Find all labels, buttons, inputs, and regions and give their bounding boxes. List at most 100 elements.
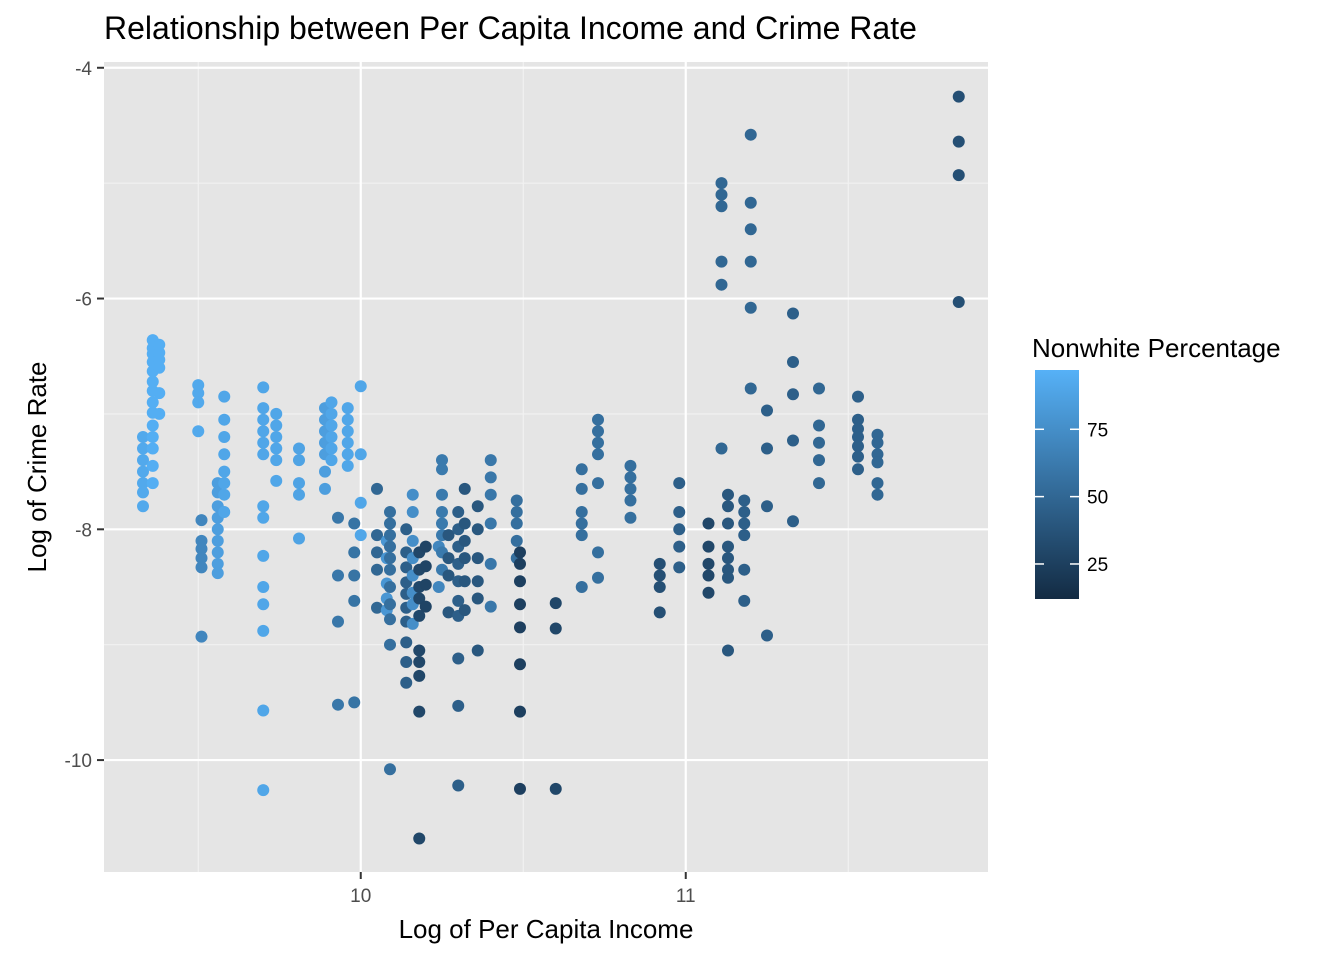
data-point (293, 477, 305, 490)
data-point (257, 500, 270, 513)
data-point (400, 561, 413, 574)
data-point (514, 782, 526, 795)
data-point (813, 419, 825, 432)
data-point (624, 471, 637, 484)
data-point (384, 540, 396, 553)
data-point (484, 471, 497, 484)
data-point (442, 529, 455, 542)
data-point (325, 396, 338, 409)
data-point (624, 459, 637, 472)
data-point (257, 436, 270, 449)
data-point (270, 474, 283, 487)
data-point (146, 477, 159, 490)
data-point (673, 477, 686, 490)
data-point (413, 592, 426, 605)
data-point (458, 575, 471, 588)
data-point (153, 361, 166, 374)
data-point (744, 255, 757, 268)
data-point (471, 575, 484, 588)
data-point (153, 387, 166, 400)
data-point (137, 486, 149, 499)
data-point (195, 514, 208, 527)
legend-ticks: 25 50 75 (1035, 420, 1108, 576)
data-point (471, 592, 484, 605)
data-point (673, 506, 686, 518)
data-point (813, 382, 825, 395)
data-point (406, 534, 419, 547)
data-point (384, 529, 396, 542)
data-point (787, 356, 799, 368)
data-point (270, 454, 283, 467)
legend-colorbar (1035, 370, 1079, 599)
data-point (195, 630, 208, 643)
data-point (702, 557, 715, 570)
data-point (354, 496, 367, 509)
data-point (592, 477, 604, 490)
data-point (452, 594, 465, 607)
data-point (744, 128, 757, 141)
data-point (137, 431, 149, 443)
data-point (510, 517, 523, 530)
data-point (211, 523, 224, 536)
data-point (384, 638, 396, 651)
data-point (952, 135, 965, 148)
data-point (484, 454, 497, 467)
data-point (813, 436, 825, 449)
data-point (510, 534, 523, 547)
data-point (384, 613, 396, 626)
data-point (787, 515, 799, 528)
x-tick-label: 10 (350, 886, 371, 907)
data-point (575, 529, 588, 542)
data-point (471, 644, 484, 657)
data-point (257, 549, 270, 562)
data-point (257, 511, 270, 524)
data-point (575, 506, 588, 518)
data-point (406, 617, 419, 630)
data-point (871, 477, 884, 490)
data-point (787, 434, 799, 447)
data-point (319, 465, 331, 478)
data-point (952, 169, 965, 182)
data-point (332, 569, 344, 582)
plot-panel (104, 62, 988, 872)
data-point (270, 419, 283, 432)
data-point (452, 699, 465, 712)
y-tick-label: -8 (75, 520, 92, 541)
data-point (400, 636, 413, 649)
data-point (653, 581, 666, 593)
data-point (738, 506, 751, 518)
data-point (413, 705, 426, 718)
data-point (458, 604, 471, 617)
data-point (722, 644, 734, 657)
data-point (137, 454, 149, 467)
data-point (257, 402, 270, 415)
data-point (787, 307, 799, 320)
x-tick-label: 11 (676, 886, 696, 907)
data-point (744, 301, 757, 314)
data-point (722, 517, 734, 530)
data-point (384, 506, 396, 518)
y-axis-title: Log of Crime Rate (22, 362, 52, 573)
data-point (702, 540, 715, 553)
data-point (384, 598, 396, 611)
data-point (738, 517, 751, 530)
data-point (592, 571, 604, 584)
data-point (575, 581, 588, 593)
data-point (592, 546, 604, 559)
data-point (257, 381, 270, 394)
data-point (952, 90, 965, 103)
data-point (211, 567, 224, 580)
data-point (592, 413, 604, 426)
data-point (549, 597, 562, 610)
data-point (744, 223, 757, 236)
data-point (436, 517, 448, 530)
data-point (436, 454, 448, 467)
data-point (371, 563, 383, 576)
data-point (419, 600, 432, 613)
data-point (715, 177, 728, 190)
data-point (371, 546, 383, 559)
color-legend: Nonwhite Percentage 25 50 75 (1032, 333, 1281, 599)
data-point (146, 375, 159, 388)
legend-tick-label: 25 (1087, 555, 1108, 576)
